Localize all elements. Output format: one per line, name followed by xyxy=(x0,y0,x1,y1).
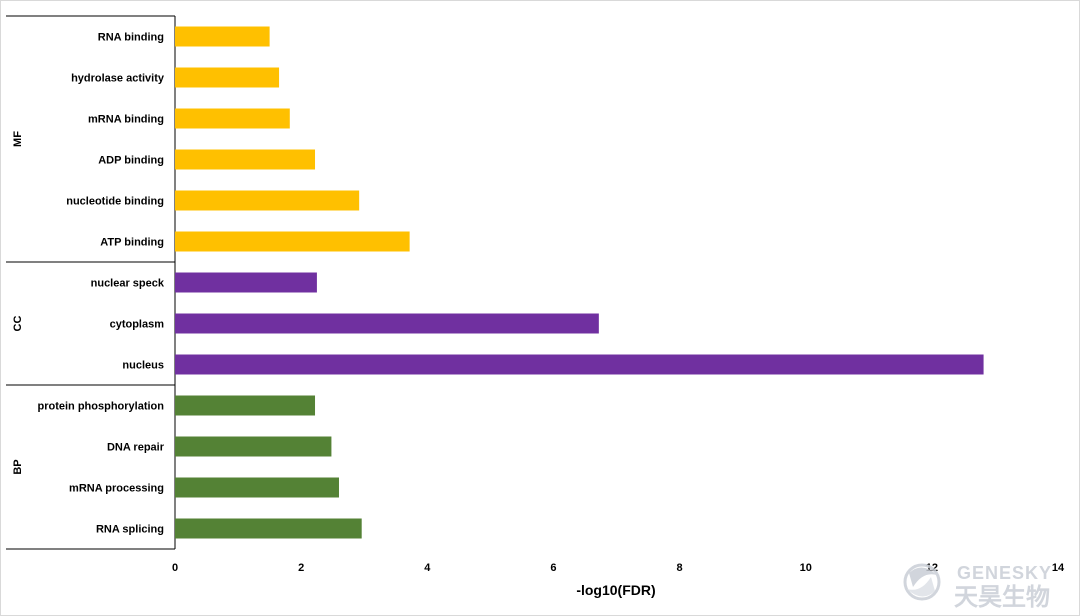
x-tick-label: 6 xyxy=(550,562,556,574)
x-tick-label: 10 xyxy=(800,562,812,574)
bars xyxy=(175,26,984,539)
group-labels: MF CC BP xyxy=(12,131,24,475)
category-label: nuclear speck xyxy=(91,278,165,290)
bar-rna-binding xyxy=(175,26,270,47)
category-label: mRNA binding xyxy=(88,114,164,126)
category-label: cytoplasm xyxy=(110,319,165,331)
group-label: BP xyxy=(12,459,24,474)
group-label: CC xyxy=(12,316,24,332)
bar-cytoplasm xyxy=(175,313,599,334)
category-label: RNA binding xyxy=(98,32,164,44)
watermark-brand-en: GENESKY xyxy=(957,563,1052,583)
x-tick-label: 4 xyxy=(424,562,431,574)
x-tick-label: 14 xyxy=(1052,562,1065,574)
category-label: nucleus xyxy=(122,360,164,372)
genesky-swirl-icon xyxy=(903,563,941,601)
category-labels: RNA binding hydrolase activity mRNA bindin… xyxy=(38,32,165,536)
x-tick-label: 8 xyxy=(677,562,683,574)
watermark-logo: GENESKY 天昊生物 xyxy=(903,563,1052,611)
category-label: ATP binding xyxy=(100,237,164,249)
category-label: hydrolase activity xyxy=(71,73,165,85)
category-label: mRNA processing xyxy=(69,483,164,495)
category-label: protein phosphorylation xyxy=(38,401,165,413)
category-label: ADP binding xyxy=(98,155,164,167)
x-tick-label: 2 xyxy=(298,562,304,574)
watermark-brand-cn: 天昊生物 xyxy=(954,583,1050,611)
category-label: DNA repair xyxy=(107,442,165,454)
x-axis-title: -log10(FDR) xyxy=(576,582,655,598)
bar-rna-splicing xyxy=(175,518,362,539)
x-tick-label: 0 xyxy=(172,562,178,574)
group-label: MF xyxy=(12,131,24,147)
bar-mrna-processing xyxy=(175,477,339,498)
bar-hydrolase-activity xyxy=(175,67,280,88)
bar-dna-repair xyxy=(175,436,332,457)
bar-nuclear-speck xyxy=(175,272,317,293)
bar-nucleotide-binding xyxy=(175,190,360,211)
bar-protein-phosphorylation xyxy=(175,395,316,416)
category-label: RNA splicing xyxy=(96,524,164,536)
category-label: nucleotide binding xyxy=(66,196,164,208)
bar-nucleus xyxy=(175,354,984,375)
bar-mrna-binding xyxy=(175,108,290,129)
bar-atp-binding xyxy=(175,231,410,252)
bar-adp-binding xyxy=(175,149,316,170)
